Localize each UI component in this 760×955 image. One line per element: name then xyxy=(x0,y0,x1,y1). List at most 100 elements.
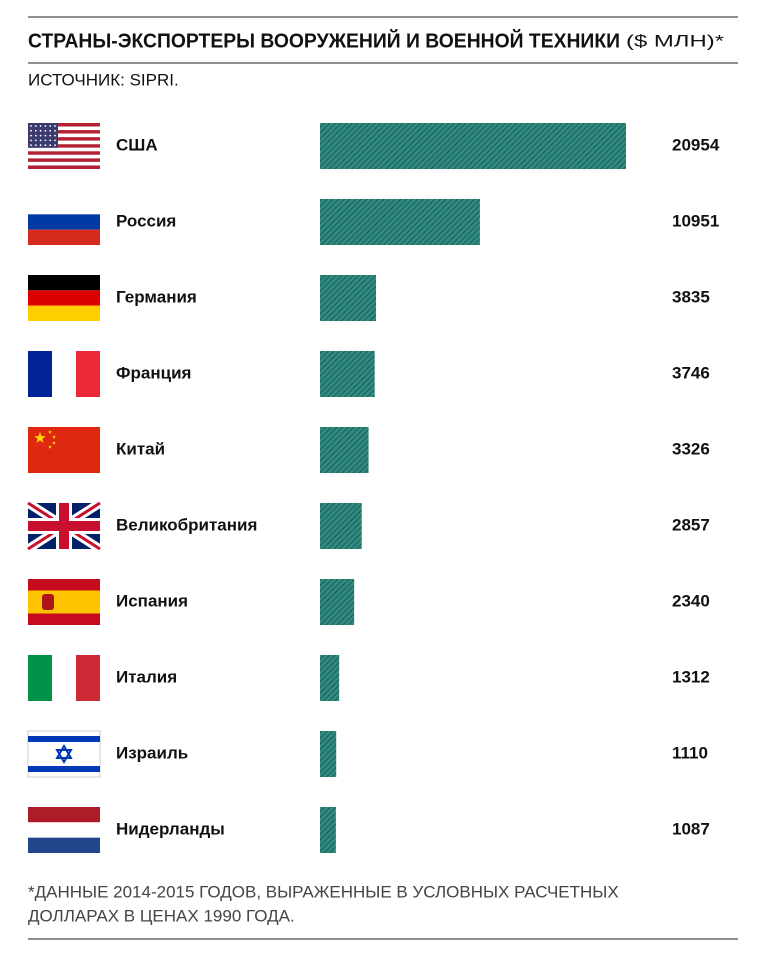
category-label: Германия xyxy=(116,287,197,306)
flag-star xyxy=(52,435,56,439)
flag-star xyxy=(54,129,56,132)
flag-part xyxy=(28,144,100,148)
flag-star xyxy=(44,139,47,142)
flag-part xyxy=(28,151,100,155)
flag-star xyxy=(30,125,32,127)
flag-star xyxy=(34,134,37,137)
flag-star xyxy=(52,441,56,445)
flag xyxy=(28,655,100,701)
flag-star xyxy=(49,129,52,132)
flag-star xyxy=(44,125,47,127)
bar xyxy=(320,579,355,625)
category-label: Израиль xyxy=(116,743,188,762)
flag-part xyxy=(28,130,100,134)
flag-part xyxy=(76,351,100,397)
flag-part xyxy=(28,351,52,397)
flag-star xyxy=(54,144,56,147)
flag-star xyxy=(48,445,52,449)
flag-star xyxy=(44,129,47,132)
flag-star xyxy=(34,432,46,443)
flag-star xyxy=(30,134,32,137)
bar xyxy=(320,123,626,169)
category-label: Испания xyxy=(116,591,188,610)
flag-part xyxy=(28,165,100,169)
flag-part xyxy=(28,214,100,230)
flag xyxy=(28,275,100,321)
flag-part xyxy=(28,123,58,148)
bar xyxy=(320,655,340,701)
category-label: Великобритания xyxy=(116,515,257,534)
flag xyxy=(28,123,100,169)
flag xyxy=(28,199,100,245)
flag-star xyxy=(39,125,42,127)
unit: ($ МЛН)* xyxy=(626,31,725,50)
flag xyxy=(28,427,100,473)
flag-star xyxy=(49,144,52,147)
flag-star xyxy=(34,129,37,132)
bar xyxy=(320,199,480,245)
flag-star xyxy=(44,144,47,147)
value-label: 2857 xyxy=(672,515,710,534)
value-label: 3835 xyxy=(672,287,710,306)
flag-part xyxy=(28,822,100,838)
flag-part xyxy=(28,655,52,701)
flag-star xyxy=(49,134,52,137)
value-label: 3746 xyxy=(672,363,710,382)
flag-part xyxy=(28,229,100,245)
flag-part xyxy=(28,154,100,159)
flag-part xyxy=(28,736,100,742)
chart-title: СТРАНЫ-ЭКСПОРТЕРЫ ВООРУЖЕНИЙ И ВОЕННОЙ Т… xyxy=(28,28,620,52)
footnote: *ДАННЫЕ 2014-2015 ГОДОВ, ВЫРАЖЕННЫЕ В УС… xyxy=(28,882,619,901)
value-label: 10951 xyxy=(672,211,719,230)
flag-part xyxy=(28,137,100,141)
flag-star xyxy=(54,134,56,137)
flag-star xyxy=(39,134,42,137)
flag-star xyxy=(44,134,47,137)
flag xyxy=(27,730,101,778)
value-label: 1110 xyxy=(672,743,708,762)
flag-star xyxy=(39,144,42,147)
flag-star xyxy=(54,125,56,127)
flag-part xyxy=(55,744,73,759)
flag-part xyxy=(76,655,100,701)
bar xyxy=(320,731,337,777)
flag-part xyxy=(28,123,100,127)
flag-star xyxy=(49,125,52,127)
flag-star xyxy=(34,144,37,147)
category-label: Италия xyxy=(116,667,177,686)
flag-part xyxy=(28,158,100,162)
value-label: 20954 xyxy=(672,135,720,154)
value-label: 1087 xyxy=(672,819,710,838)
bar xyxy=(320,351,375,397)
flag-star xyxy=(54,139,56,142)
flag-part xyxy=(28,161,100,166)
flag-star xyxy=(30,139,32,142)
flag-part xyxy=(28,305,100,321)
flag-part xyxy=(42,594,54,610)
flag xyxy=(28,579,100,625)
flag-star xyxy=(49,139,52,142)
bar xyxy=(320,807,336,853)
flag-part xyxy=(28,427,100,473)
value-label: 2340 xyxy=(672,591,710,610)
flag-star xyxy=(30,129,32,132)
flag-part xyxy=(28,147,100,152)
category-label: Франция xyxy=(116,363,191,382)
flag-part xyxy=(55,749,73,764)
category-label: Китай xyxy=(116,439,165,458)
flag-part xyxy=(28,126,100,131)
flag-star xyxy=(39,139,42,142)
flag-part xyxy=(28,807,100,823)
flag-part xyxy=(52,351,76,397)
flag-part xyxy=(28,140,100,145)
flag-part xyxy=(28,766,100,772)
category-label: Россия xyxy=(116,211,176,230)
flag-part xyxy=(59,503,69,549)
flag xyxy=(28,351,100,397)
flag-part xyxy=(28,133,100,138)
value-label: 1312 xyxy=(672,667,710,686)
flag-star xyxy=(30,144,32,147)
flag-star xyxy=(34,125,37,127)
flag xyxy=(28,807,100,853)
category-label: Нидерланды xyxy=(116,819,225,838)
